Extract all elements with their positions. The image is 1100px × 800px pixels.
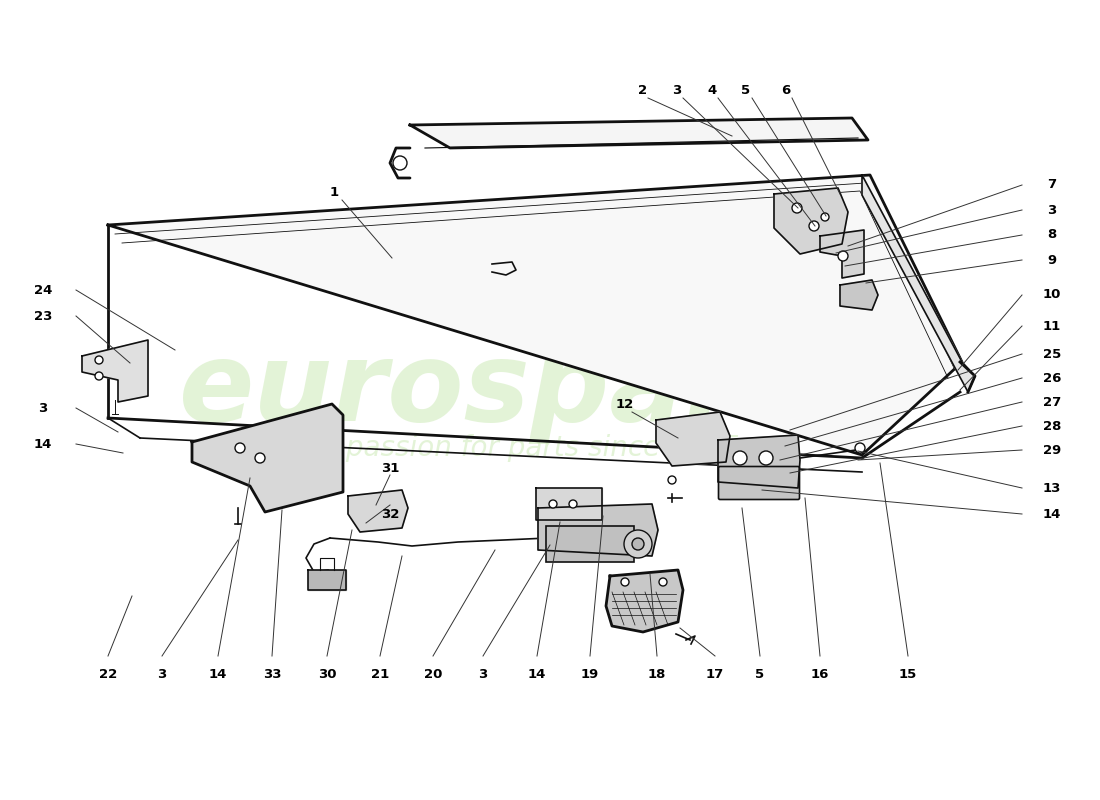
Circle shape xyxy=(632,538,644,550)
Text: 20: 20 xyxy=(424,667,442,681)
Text: 12: 12 xyxy=(616,398,634,411)
Text: 3: 3 xyxy=(39,402,47,414)
Circle shape xyxy=(668,476,676,484)
Bar xyxy=(546,526,634,562)
Circle shape xyxy=(235,443,245,453)
Text: 28: 28 xyxy=(1043,419,1062,433)
Polygon shape xyxy=(82,340,148,402)
Text: 14: 14 xyxy=(34,438,52,450)
Polygon shape xyxy=(308,570,346,590)
Text: 17: 17 xyxy=(706,667,724,681)
Text: 5: 5 xyxy=(741,85,750,98)
Text: 25: 25 xyxy=(1043,347,1062,361)
Circle shape xyxy=(549,500,557,508)
Text: 26: 26 xyxy=(1043,371,1062,385)
Text: 6: 6 xyxy=(781,85,791,98)
Text: 31: 31 xyxy=(381,462,399,474)
Circle shape xyxy=(855,443,865,453)
FancyBboxPatch shape xyxy=(718,466,800,499)
Polygon shape xyxy=(718,435,800,488)
Text: 5: 5 xyxy=(756,667,764,681)
Text: 33: 33 xyxy=(263,667,282,681)
Text: 1: 1 xyxy=(329,186,339,199)
Text: 14: 14 xyxy=(209,667,228,681)
Text: 18: 18 xyxy=(648,667,667,681)
Text: 7: 7 xyxy=(1047,178,1057,191)
Text: 3: 3 xyxy=(672,85,682,98)
Polygon shape xyxy=(774,188,848,254)
Text: 19: 19 xyxy=(581,667,600,681)
Polygon shape xyxy=(656,412,730,466)
Text: 27: 27 xyxy=(1043,395,1062,409)
Circle shape xyxy=(569,500,578,508)
Text: 22: 22 xyxy=(99,667,117,681)
Text: 13: 13 xyxy=(1043,482,1062,494)
Text: 8: 8 xyxy=(1047,229,1057,242)
Text: 29: 29 xyxy=(1043,443,1062,457)
Text: 3: 3 xyxy=(157,667,166,681)
Text: 23: 23 xyxy=(34,310,52,322)
Polygon shape xyxy=(536,488,602,520)
Text: 10: 10 xyxy=(1043,289,1062,302)
Circle shape xyxy=(838,251,848,261)
Circle shape xyxy=(792,203,802,213)
Text: 30: 30 xyxy=(318,667,337,681)
Text: 32: 32 xyxy=(381,509,399,522)
Polygon shape xyxy=(348,490,408,532)
Polygon shape xyxy=(862,175,975,392)
Circle shape xyxy=(759,451,773,465)
Circle shape xyxy=(255,453,265,463)
Text: 9: 9 xyxy=(1047,254,1057,266)
Text: a passion for parts since 1965: a passion for parts since 1965 xyxy=(320,434,740,462)
Text: 14: 14 xyxy=(528,667,547,681)
Text: 3: 3 xyxy=(1047,203,1057,217)
Text: 24: 24 xyxy=(34,283,52,297)
Circle shape xyxy=(393,156,407,170)
Text: 14: 14 xyxy=(1043,507,1062,521)
Circle shape xyxy=(821,213,829,221)
Text: 15: 15 xyxy=(899,667,917,681)
Polygon shape xyxy=(192,404,343,512)
Polygon shape xyxy=(840,280,878,310)
Text: eurospares: eurospares xyxy=(178,337,881,443)
Circle shape xyxy=(659,578,667,586)
Circle shape xyxy=(624,530,652,558)
Circle shape xyxy=(621,578,629,586)
Circle shape xyxy=(95,372,103,380)
Polygon shape xyxy=(108,175,962,455)
Polygon shape xyxy=(820,230,864,278)
Circle shape xyxy=(808,221,820,231)
Text: 3: 3 xyxy=(478,667,487,681)
Polygon shape xyxy=(410,118,868,148)
Circle shape xyxy=(733,451,747,465)
Text: 11: 11 xyxy=(1043,319,1062,333)
Polygon shape xyxy=(606,570,683,632)
Circle shape xyxy=(95,356,103,364)
Polygon shape xyxy=(538,504,658,556)
Text: 4: 4 xyxy=(707,85,716,98)
Text: 2: 2 xyxy=(638,85,648,98)
Text: 21: 21 xyxy=(371,667,389,681)
Text: 16: 16 xyxy=(811,667,829,681)
